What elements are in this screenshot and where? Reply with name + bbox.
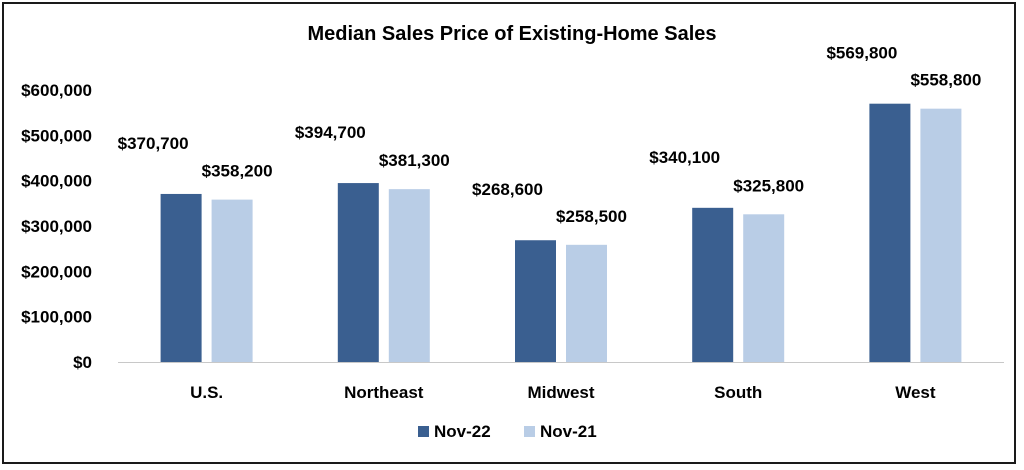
data-label: $325,800 [733,176,804,195]
data-label: $268,600 [472,180,543,199]
legend-label: Nov-21 [540,422,597,441]
bar-nov-21-northeast [388,189,430,362]
legend-label: Nov-22 [434,422,491,441]
legend-swatch [524,426,535,437]
legend: Nov-22 Nov-21 [418,422,597,441]
data-label: $381,300 [379,151,450,170]
data-label: $558,800 [910,71,981,90]
data-label: $394,700 [295,123,366,142]
y-tick-label: $600,000 [21,81,92,100]
x-axis-categories: U.S. Northeast Midwest South West [190,383,936,402]
y-tick-label: $500,000 [21,126,92,145]
x-category-label: Midwest [527,383,594,402]
y-tick-label: $200,000 [21,262,92,281]
data-label: $569,800 [826,44,897,63]
bar-nov-22-west [869,103,911,362]
chart-title: Median Sales Price of Existing-Home Sale… [307,23,716,45]
legend-swatch [418,426,429,437]
y-tick-label: $400,000 [21,172,92,191]
bar-nov-22-northeast [337,183,379,362]
bar-nov-21-midwest [566,244,607,362]
x-category-label: Northeast [344,383,424,402]
bars: $370,700 $358,200 $394,700 $381,300 $268,600… [118,44,981,362]
bar-nov-22-south [692,207,734,362]
y-tick-label: $300,000 [21,217,92,236]
x-category-label: West [895,383,936,402]
bar-nov-21-south [743,214,785,362]
data-label: $258,500 [556,207,627,226]
bar-nov-21-u-s- [211,199,253,362]
x-category-label: U.S. [190,383,223,402]
data-label: $370,700 [118,134,189,153]
data-label: $340,100 [649,148,720,167]
y-axis-ticks: $0 $100,000 $200,000 $300,000 $400,000 $500,0… [21,81,92,372]
y-tick-label: $100,000 [21,308,92,327]
x-category-label: South [714,383,762,402]
bar-nov-22-u-s- [160,193,202,362]
bar-nov-21-west [920,108,962,362]
data-label: $358,200 [202,162,273,181]
y-tick-label: $0 [73,353,92,372]
bar-nov-22-midwest [515,240,556,362]
